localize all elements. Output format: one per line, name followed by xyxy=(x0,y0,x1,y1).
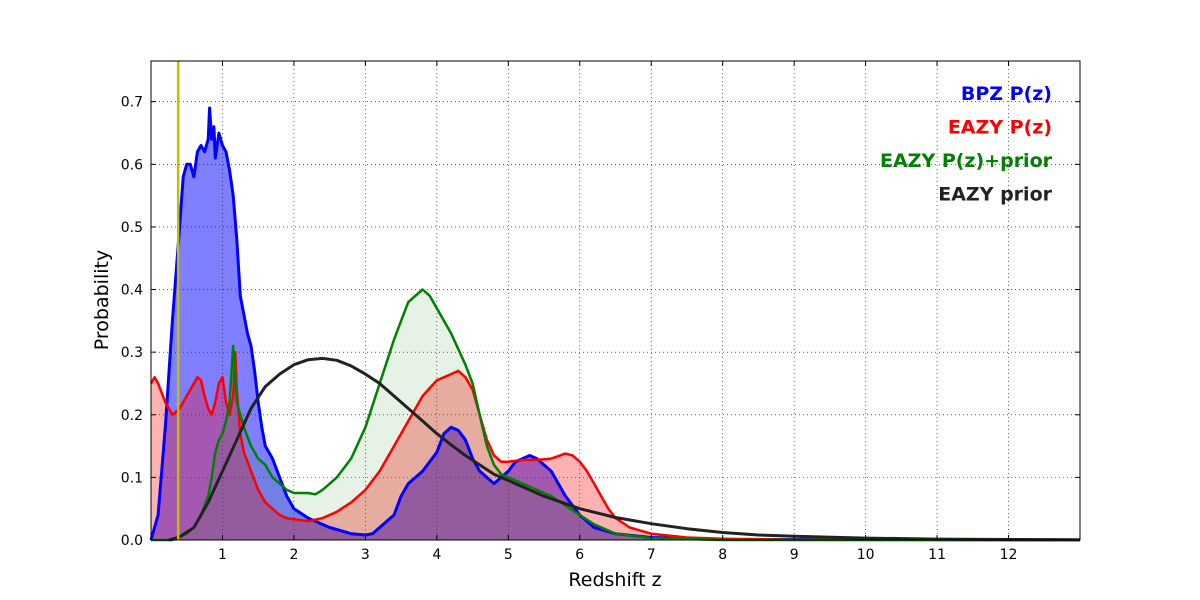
x-tick-label: 1 xyxy=(218,547,227,563)
y-tick-label: 0.7 xyxy=(121,95,143,111)
x-tick-label: 7 xyxy=(647,547,656,563)
legend-eazy-p-z: EAZY P(z) xyxy=(948,117,1052,139)
legend-eazy-prior: EAZY prior xyxy=(938,184,1052,206)
y-tick-label: 0.6 xyxy=(121,157,143,173)
x-tick-label: 4 xyxy=(432,547,441,563)
x-tick-label: 10 xyxy=(857,547,875,563)
legend: BPZ P(z) EAZY P(z) EAZY P(z)+prior EAZY pri… xyxy=(880,83,1053,206)
x-tick-label: 11 xyxy=(928,547,946,563)
x-tick-label: 5 xyxy=(504,547,513,563)
x-axis-label: Redshift z xyxy=(568,569,661,591)
plot-frame xyxy=(150,60,1081,541)
plot-area xyxy=(151,61,1080,540)
eazy-p-z-prior-line xyxy=(151,288,1080,542)
y-axis-label: Probability xyxy=(91,250,113,350)
eazy-p-z-area xyxy=(151,352,1080,540)
y-tick-label: 0.1 xyxy=(121,470,143,486)
x-tick-label: 8 xyxy=(718,547,727,563)
axis-ticks: 1 2 3 4 5 6 7 8 9 10 11 120.00.10.20.30.40.50.60.7 xyxy=(121,61,1080,563)
legend-bpz-p-z: BPZ P(z) xyxy=(961,83,1052,105)
grid-lines xyxy=(151,61,1080,540)
x-tick-label: 3 xyxy=(361,547,370,563)
y-tick-label: 0.4 xyxy=(121,283,143,299)
y-tick-label: 0.0 xyxy=(121,533,143,549)
x-tick-label: 6 xyxy=(575,547,584,563)
eazy-p-z-prior-area xyxy=(151,289,1080,540)
x-tick-label: 2 xyxy=(289,547,298,563)
legend-eazy-p-z-prior: EAZY P(z)+prior xyxy=(880,150,1053,172)
x-tick-label: 12 xyxy=(1000,547,1018,563)
x-tick-label: 9 xyxy=(790,547,799,563)
series-layer xyxy=(149,106,1081,542)
eazy-prior-line xyxy=(168,356,1081,542)
eazy-p-z-line xyxy=(149,350,1081,542)
bpz-p-z-area xyxy=(151,108,1080,540)
y-tick-label: 0.2 xyxy=(121,408,143,424)
y-tick-label: 0.5 xyxy=(121,220,143,236)
y-tick-label: 0.3 xyxy=(121,345,143,361)
